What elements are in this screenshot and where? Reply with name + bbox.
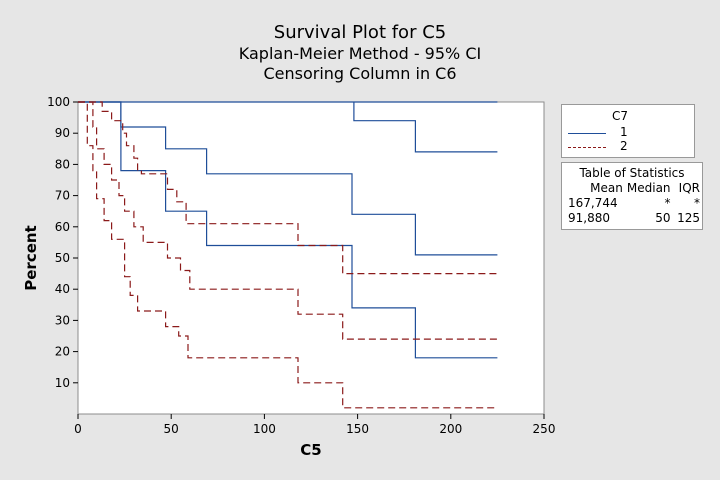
x-axis-label: C5 — [300, 441, 321, 459]
row1-iqr: * — [694, 196, 700, 210]
x-tick-label-4: 200 — [439, 422, 462, 436]
header-median: Median — [626, 181, 671, 195]
legend-entry-1: 1 — [568, 125, 688, 141]
statistics-table: Table of Statistics Mean Median IQR 167,… — [561, 162, 703, 230]
x-tick-label-2: 100 — [253, 422, 276, 436]
row1-median: * — [664, 196, 671, 210]
legend-swatch-2 — [568, 147, 606, 148]
series-layer — [78, 101, 498, 409]
series-2-upper-ci — [78, 101, 498, 275]
legend-entry-2: 2 — [568, 139, 688, 155]
series-2-estimate — [78, 101, 498, 340]
series-1-lower-ci — [78, 101, 498, 359]
series-1-upper-ci-tail — [353, 102, 498, 153]
row2-median: 50 — [655, 211, 671, 225]
chart-subtitle-2: Censoring Column in C6 — [263, 64, 456, 83]
y-tick-label-5: 60 — [55, 220, 70, 234]
y-tick-label-9: 100 — [47, 95, 70, 109]
legend: C7 1 2 — [561, 104, 695, 158]
row2-iqr: 125 — [677, 211, 700, 225]
series-2-lower-ci — [78, 101, 498, 409]
statistics-row-1: 167,744 * * — [566, 196, 702, 211]
statistics-grid: Mean Median IQR 167,744 * * 91,880 50 12… — [566, 181, 702, 226]
x-tick-label-3: 150 — [346, 422, 369, 436]
header-iqr: IQR — [678, 181, 700, 195]
y-tick-label-0: 10 — [55, 376, 70, 390]
y-tick-label-6: 70 — [55, 189, 70, 203]
x-tick-label-1: 50 — [164, 422, 179, 436]
chart-title: Survival Plot for C5 — [274, 22, 446, 43]
y-tick-label-2: 30 — [55, 313, 70, 327]
y-tick-label-7: 80 — [55, 157, 70, 171]
chart-subtitle: Kaplan-Meier Method - 95% CI — [239, 44, 481, 63]
y-tick-label-8: 90 — [55, 126, 70, 140]
row1-mean: 167,744 — [568, 196, 618, 210]
x-tick-label-5: 250 — [533, 422, 556, 436]
y-tick-label-4: 50 — [55, 251, 70, 265]
plot-area — [77, 101, 545, 415]
legend-label-2: 2 — [620, 139, 628, 153]
row2-mean: 91,880 — [568, 211, 610, 225]
legend-swatch-1 — [568, 133, 606, 134]
statistics-title: Table of Statistics — [579, 166, 685, 180]
y-axis-label: Percent — [22, 225, 40, 290]
legend-title: C7 — [612, 109, 629, 123]
statistics-row-2: 91,880 50 125 — [566, 211, 702, 226]
statistics-header-row: Mean Median IQR — [566, 181, 702, 196]
axis-layer: 0 50 100 150 200 250 10 20 30 40 50 60 70 80 90 100 — [47, 95, 555, 436]
y-tick-label-3: 40 — [55, 282, 70, 296]
y-tick-label-1: 20 — [55, 345, 70, 359]
x-tick-label-0: 0 — [74, 422, 82, 436]
legend-label-1: 1 — [620, 125, 628, 139]
header-mean: Mean — [590, 181, 623, 195]
